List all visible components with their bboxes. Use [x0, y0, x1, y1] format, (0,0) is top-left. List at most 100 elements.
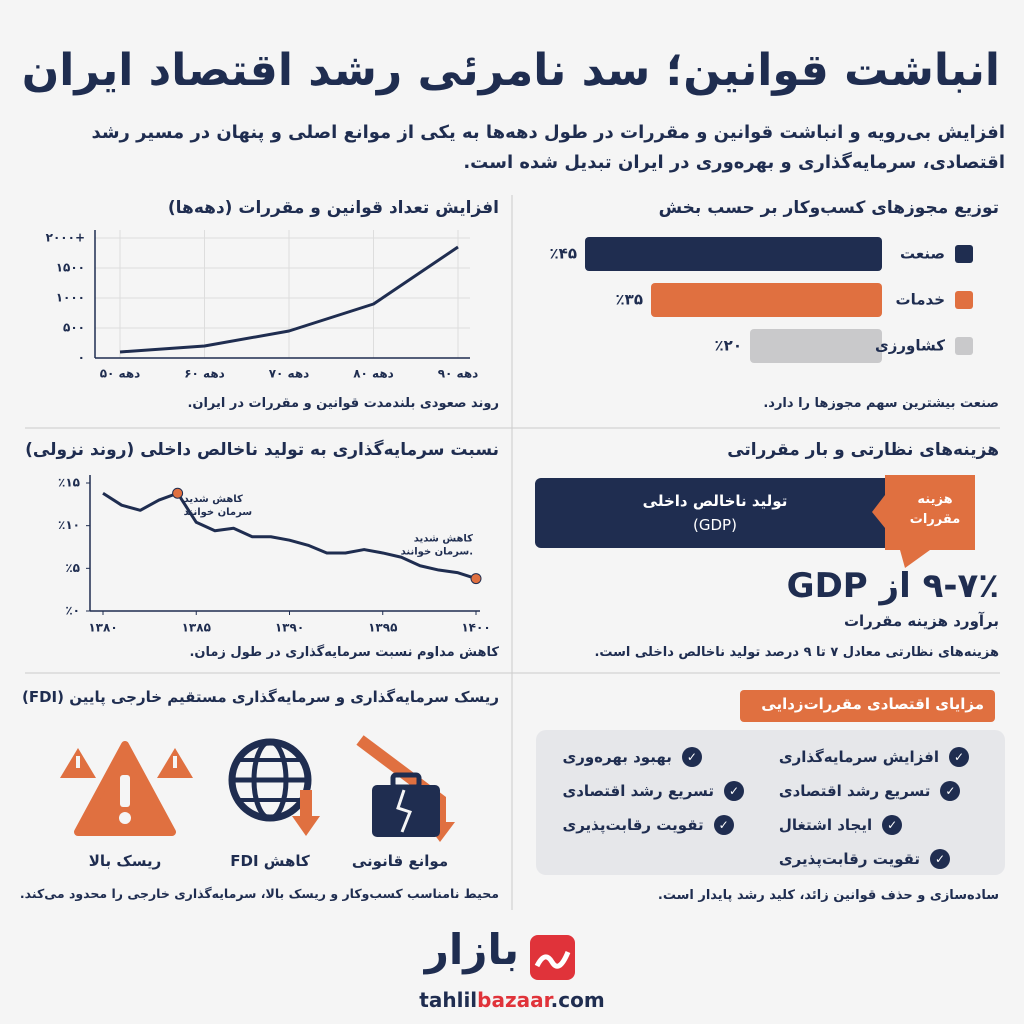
y-tick-label: ۵۰۰	[63, 321, 85, 335]
y-tick-label: ۱۰۰۰	[56, 291, 85, 305]
benefit-item: تسریع رشد اقتصادی ✓	[779, 774, 969, 808]
chart-caption: صنعت بیشترین سهم مجوزها را دارد.	[763, 396, 999, 411]
legend-swatch	[955, 245, 973, 263]
x-tick-label: ۱۳۸۰	[88, 621, 117, 635]
url: tahlilbazaar.com	[412, 988, 612, 1012]
benefits-box	[536, 730, 1005, 875]
icon-label: کاهش FDI	[230, 852, 310, 870]
url-part: bazaar	[477, 988, 551, 1012]
fdi-icon	[228, 738, 320, 836]
url-part: .com	[550, 988, 605, 1012]
benefit-text: تقویت رقابت‌پذیری	[562, 816, 704, 834]
section-caption: ساده‌سازی و حذف قوانین زائد، کلید رشد پا…	[657, 888, 999, 903]
y-tick-label: ۰	[78, 351, 85, 365]
check-icon: ✓	[681, 747, 702, 767]
x-tick-label: دهه ۹۰	[438, 367, 479, 381]
line	[102, 491, 477, 581]
risk-icon	[60, 741, 193, 836]
big-figure-sub: برآورد هزینه مقررات	[843, 612, 999, 630]
x-tick-label: دهه ۸۰	[353, 367, 394, 381]
benefit-item: افزایش سرمایه‌گذاری ✓	[779, 740, 969, 774]
chart-title: نسبت سرمایه‌گذاری به تولید ناخالص داخلی …	[25, 440, 499, 460]
benefit-item: تسریع رشد اقتصادی ✓	[562, 774, 744, 808]
annotation: سرمان خوانند	[184, 507, 253, 518]
brand: بازار	[424, 925, 519, 974]
category-label: خدمات	[896, 291, 945, 309]
benefit-item: ایجاد اشتغال ✓	[779, 808, 969, 842]
annotation: کاهش شدید	[414, 534, 473, 545]
gdp-label: تولید ناخالص داخلی	[642, 492, 788, 510]
check-icon: ✓	[940, 781, 961, 801]
callout-pointer	[872, 495, 885, 528]
y-tick-label: ٪۱۵	[58, 476, 80, 490]
line	[119, 245, 459, 354]
section-title: هزینه‌های نظارتی و بار مقرراتی	[727, 440, 999, 460]
gdp-label: (GDP)	[693, 516, 737, 534]
bar	[651, 283, 882, 317]
x-tick-label: ۱۳۸۵	[182, 621, 211, 635]
icon-label: موانع قانونی	[351, 852, 449, 870]
y-tick-label: ۱۵۰۰	[56, 261, 85, 275]
check-icon: ✓	[713, 815, 734, 835]
chart-title: افزایش تعداد قوانین و مقررات (دهه‌ها)	[167, 198, 499, 218]
section-caption: هزینه‌های نظارتی معادل ۷ تا ۹ درصد تولید…	[594, 645, 999, 660]
annotation: کاهش شدید	[184, 494, 243, 505]
big-figure: ۹-۷٪ از GDP	[786, 566, 999, 606]
marker	[470, 573, 482, 585]
check-icon: ✓	[882, 815, 903, 835]
section-title: مزایای اقتصادی مقررات‌زدایی	[761, 695, 984, 713]
y-tick-label: ٪۵	[65, 561, 80, 575]
section-caption: محیط نامناسب کسب‌وکار و ریسک بالا، سرمای…	[19, 886, 499, 901]
url-part: tahlil	[419, 988, 478, 1012]
cost-callout	[885, 475, 975, 568]
x-tick-label: دهه ۵۰	[100, 367, 141, 381]
check-icon: ✓	[949, 747, 969, 767]
marker	[172, 487, 184, 499]
x-tick-label: ۱۳۹۰	[275, 621, 304, 635]
category-label: کشاورزی	[875, 337, 945, 355]
x-tick-label: دهه ۷۰	[269, 367, 310, 381]
y-tick-label: ۲۰۰۰+	[46, 231, 85, 245]
chart-caption: روند صعودی بلندمدت قوانین و مقررات در ای…	[187, 396, 499, 411]
icon-label: ریسک بالا	[88, 852, 162, 870]
value-label: ٪۳۵	[616, 291, 643, 309]
benefit-item: تقویت رقابت‌پذیری ✓	[562, 808, 744, 842]
benefit-text: تسریع رشد اقتصادی	[562, 782, 714, 800]
bar	[750, 329, 882, 363]
benefit-text: بهبود بهره‌وری	[562, 748, 672, 766]
category-label: صنعت	[900, 245, 945, 263]
benefit-text: تسریع رشد اقتصادی	[778, 782, 931, 800]
title: انباشت قوانین؛ سد نامرئی رشد اقتصاد ایرا…	[21, 45, 1000, 96]
annotation: سرمان خوانند.	[401, 547, 473, 558]
check-icon: ✓	[724, 781, 744, 801]
y-tick-label: ٪۰	[65, 604, 80, 618]
check-icon: ✓	[930, 849, 951, 869]
benefit-list: بهبود بهره‌وری ✓ تسریع رشد اقتصادی ✓ تقویت ر…	[562, 740, 744, 842]
benefit-item: بهبود بهره‌وری ✓	[562, 740, 744, 774]
chart-title: توزیع مجوزهای کسب‌وکار بر حسب بخش	[658, 198, 999, 218]
chart-caption: کاهش مداوم نسبت سرمایه‌گذاری در طول زمان…	[189, 645, 499, 660]
benefit-text: افزایش سرمایه‌گذاری	[778, 748, 939, 766]
bar	[585, 237, 882, 271]
callout-label: هزینه مقررات	[909, 492, 961, 527]
benefits-title-bg	[740, 690, 995, 722]
x-tick-label: ۱۳۹۵	[368, 621, 397, 635]
legend-swatch	[955, 337, 973, 355]
benefit-text: تقویت رقابت‌پذیری	[778, 850, 921, 868]
x-tick-label: دهه ۶۰	[184, 367, 225, 381]
benefit-text: ایجاد اشتغال	[778, 816, 873, 834]
legal-icon	[356, 735, 455, 842]
benefit-item: تقویت رقابت‌پذیری ✓	[779, 842, 969, 876]
legend-swatch	[955, 291, 973, 309]
value-label: ٪۲۰	[715, 337, 742, 355]
section-title: ریسک سرمایه‌گذاری و سرمایه‌گذاری مستقیم …	[22, 688, 499, 706]
y-tick-label: ٪۱۰	[58, 518, 80, 532]
x-tick-label: ۱۴۰۰	[461, 621, 490, 635]
value-label: ٪۴۵	[550, 245, 577, 263]
subtitle: افزایش بی‌رویه و انباشت قوانین و مقررات …	[91, 122, 1005, 173]
logo-icon	[530, 935, 575, 980]
benefit-list: افزایش سرمایه‌گذاری ✓ تسریع رشد اقتصادی ✓ ای…	[779, 740, 969, 876]
gdp-bar	[535, 478, 905, 548]
